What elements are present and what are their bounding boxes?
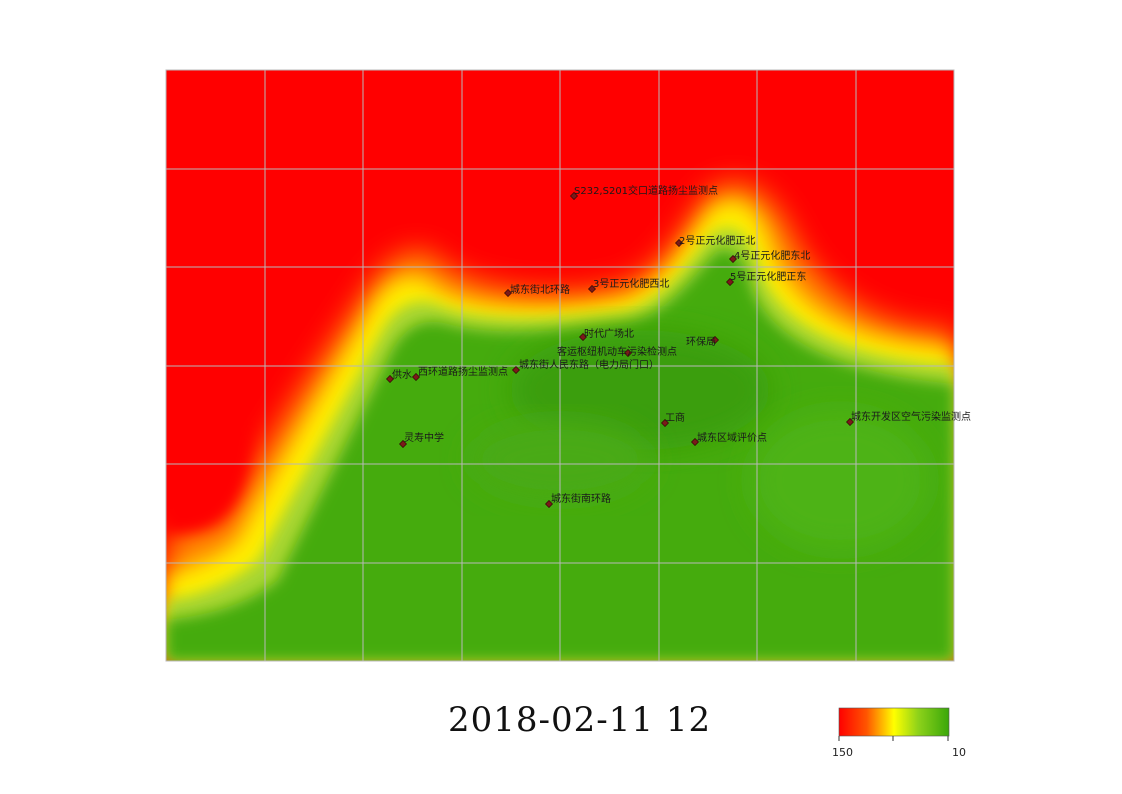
map-grid — [165, 69, 955, 662]
station-2[interactable]: 2号正元化肥正北 — [675, 234, 755, 247]
station-label: 5号正元化肥正东 — [730, 270, 806, 283]
timestamp-label: 2018-02-11 12 — [448, 700, 712, 740]
station-13[interactable]: 工商 — [661, 411, 685, 427]
station-label: 2号正元化肥正北 — [679, 234, 755, 247]
color-legend — [838, 707, 950, 741]
station-label: 时代广场北 — [584, 327, 634, 340]
station-marker-icon[interactable] — [579, 333, 587, 341]
station-marker-icon[interactable] — [570, 192, 578, 200]
station-marker-icon[interactable] — [661, 419, 669, 427]
station-14[interactable]: 城东开发区空气污染监测点 — [846, 410, 971, 426]
station-marker-icon[interactable] — [691, 438, 699, 446]
station-4[interactable]: 5号正元化肥正东 — [726, 270, 806, 286]
station-11[interactable]: 供水 — [386, 368, 412, 383]
station-marker-icon[interactable] — [545, 500, 553, 508]
station-17[interactable]: 城东街南环路 — [545, 492, 611, 508]
station-marker-icon[interactable] — [399, 440, 407, 448]
station-10[interactable]: 城东街人民东路（电力局门口） — [512, 358, 659, 374]
station-12[interactable]: 西环道路扬尘监测点 — [412, 365, 508, 381]
station-marker-icon[interactable] — [512, 366, 520, 374]
station-6[interactable]: 3号正元化肥西北 — [588, 277, 669, 293]
station-label: 客运枢纽机动车污染检测点 — [557, 345, 677, 358]
station-label: 4号正元化肥东北 — [734, 249, 810, 262]
station-marker-icon[interactable] — [386, 375, 394, 383]
station-marker-icon[interactable] — [726, 278, 734, 286]
station-7[interactable]: 时代广场北 — [579, 327, 634, 341]
station-15[interactable]: 城东区域评价点 — [691, 431, 767, 446]
station-marker-icon[interactable] — [846, 418, 854, 426]
station-marker-icon[interactable] — [711, 336, 719, 344]
station-label: S232,S201交口道路扬尘监测点 — [574, 184, 718, 197]
station-9[interactable]: 客运枢纽机动车污染检测点 — [557, 345, 677, 358]
station-label: 城东区域评价点 — [697, 431, 767, 444]
station-label: 工商 — [665, 411, 685, 424]
station-3[interactable]: 4号正元化肥东北 — [729, 249, 810, 263]
station-marker-icon[interactable] — [675, 239, 683, 247]
station-label: 3号正元化肥西北 — [593, 277, 669, 290]
station-marker-icon[interactable] — [624, 349, 632, 357]
station-marker-icon[interactable] — [729, 255, 737, 263]
station-label: 供水 — [392, 368, 412, 381]
station-1[interactable]: S232,S201交口道路扬尘监测点 — [570, 184, 718, 200]
legend-right-value: 10 — [952, 746, 966, 759]
station-marker-icon[interactable] — [504, 289, 512, 297]
station-label: 城东街北环路 — [510, 283, 570, 296]
monitoring-stations: S232,S201交口道路扬尘监测点 2号正元化肥正北 4号正元化肥东北 5号正元化肥… — [386, 184, 971, 508]
station-label: 环保局 — [686, 335, 716, 348]
station-label: 西环道路扬尘监测点 — [418, 365, 508, 378]
legend-left-value: 150 — [832, 746, 853, 759]
station-8[interactable]: 环保局 — [686, 335, 719, 348]
station-label: 城东街人民东路（电力局门口） — [519, 358, 659, 371]
station-label: 城东街南环路 — [551, 492, 611, 505]
station-marker-icon[interactable] — [412, 373, 420, 381]
station-16[interactable]: 灵寿中学 — [399, 431, 444, 448]
station-5[interactable]: 城东街北环路 — [504, 283, 570, 297]
station-label: 灵寿中学 — [404, 431, 444, 444]
station-label: 城东开发区空气污染监测点 — [851, 410, 971, 423]
station-marker-icon[interactable] — [588, 285, 596, 293]
